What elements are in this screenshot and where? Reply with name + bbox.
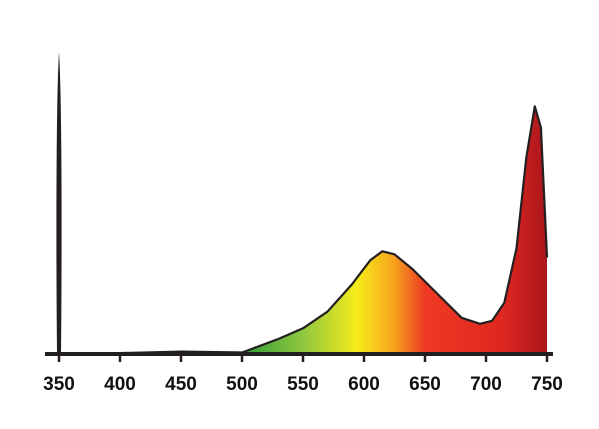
area: [59, 106, 547, 355]
x-tick-label: 450: [165, 374, 197, 395]
line: [58, 105, 549, 356]
x-tick-label: 750: [531, 374, 563, 395]
x-tick-label: 650: [409, 374, 441, 395]
x-tick-label: 400: [104, 374, 136, 395]
x-tick-label: 550: [287, 374, 319, 395]
x-tick-label: 700: [470, 374, 502, 395]
y-axis: [56, 52, 62, 354]
x-tick-label: 500: [226, 374, 258, 395]
plot-area: [58, 105, 549, 356]
x-tick-label: 600: [348, 374, 380, 395]
x-tick-label: 350: [43, 374, 75, 395]
